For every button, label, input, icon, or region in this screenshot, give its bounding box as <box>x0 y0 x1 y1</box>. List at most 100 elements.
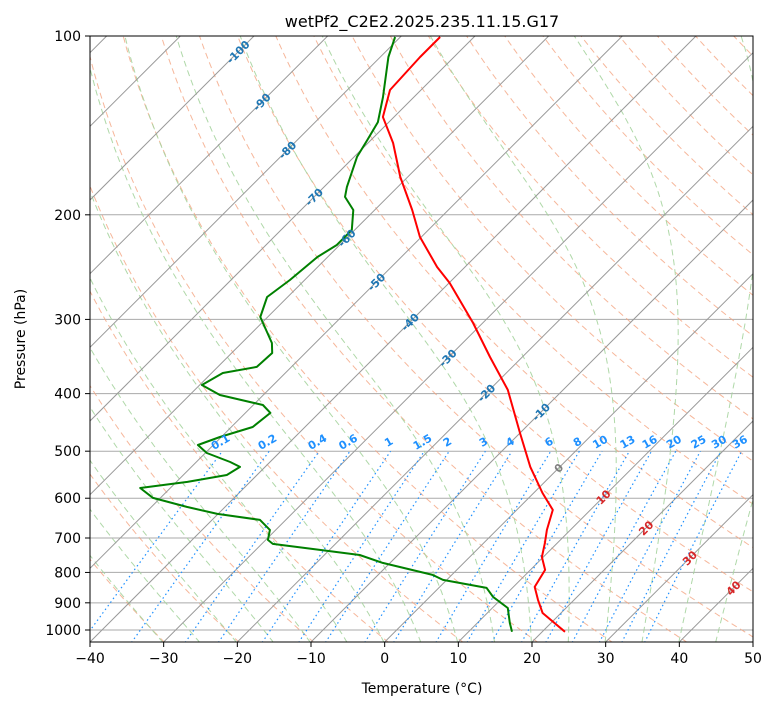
mixing-ratio-line <box>621 450 722 642</box>
mixing-ratio-line <box>218 450 351 642</box>
isotherm-label: 0 <box>552 461 567 476</box>
mixing-ratio-line <box>393 450 513 642</box>
y-tick-label: 1000 <box>45 623 81 639</box>
dry-adiabat <box>618 36 753 176</box>
y-tick-label: 600 <box>54 491 81 507</box>
isotherm <box>90 36 329 275</box>
mixing-ratio-line <box>644 450 743 642</box>
isotherm <box>236 125 753 642</box>
y-tick-label: 700 <box>54 531 81 547</box>
x-axis: −40 −30 −20 −10 0 10 20 30 40 50 <box>75 642 762 667</box>
dry-adiabat <box>466 36 753 337</box>
mixing-ratio-label: 3 <box>477 435 490 450</box>
x-tick-label: 0 <box>380 651 389 667</box>
y-tick-label: 800 <box>54 565 81 581</box>
mixing-ratio-label: 1 <box>382 435 395 450</box>
mixing-ratio-label: 25 <box>689 433 709 452</box>
dry-adiabat <box>542 36 753 256</box>
moist-adiabat <box>429 36 617 642</box>
moist-adiabat <box>321 36 570 642</box>
dry-adiabat <box>351 36 753 462</box>
moist-adiabat <box>90 65 422 642</box>
mixing-ratio-line <box>364 450 486 642</box>
isotherm <box>531 420 753 642</box>
x-tick-label: 10 <box>449 651 467 667</box>
mixing-ratio-line <box>298 450 425 642</box>
moist-adiabat <box>573 36 679 642</box>
isotherm <box>752 641 753 642</box>
dry-adiabat <box>90 54 539 642</box>
mixing-ratio-label: 36 <box>730 433 750 452</box>
isotherm <box>383 272 753 642</box>
mixing-ratio-label: 16 <box>640 433 660 452</box>
x-tick-label: −40 <box>75 651 105 667</box>
dry-adiabat <box>695 36 753 97</box>
moist-adiabat <box>90 406 274 642</box>
x-tick-label: −10 <box>296 651 326 667</box>
dewpoint-profile-line <box>139 36 513 633</box>
temperature-profile-line <box>381 36 566 633</box>
mixing-ratio-line <box>261 450 392 642</box>
x-tick-label: 30 <box>597 651 615 667</box>
isotherm-label: -80 <box>276 138 299 161</box>
plot-frame <box>89 35 754 643</box>
x-tick-label: −30 <box>149 651 179 667</box>
x-tick-label: −20 <box>223 651 253 667</box>
mixing-ratio-label: 2 <box>441 435 454 450</box>
moist-adiabat <box>678 36 753 642</box>
mixing-ratio-line <box>325 450 450 642</box>
dry-adiabat <box>389 36 753 420</box>
moist-adiabat <box>90 190 385 642</box>
y-tick-label: 200 <box>54 208 81 224</box>
mixing-ratio-line <box>598 450 702 642</box>
dry-adiabat <box>313 36 753 505</box>
chart-title: wetPf2_C2E2.2025.235.11.15.G17 <box>285 12 559 32</box>
isotherm <box>310 199 753 642</box>
isotherm <box>604 493 753 642</box>
mixing-ratio-label: 1.5 <box>411 432 434 453</box>
y-tick-label: 500 <box>54 444 81 460</box>
dry-adiabat <box>733 36 753 57</box>
dry-adiabat <box>427 36 753 378</box>
y-tick-label: 900 <box>54 596 81 612</box>
moist-adiabat <box>175 36 496 642</box>
mixing-ratio-line <box>491 450 603 642</box>
moist-adiabat <box>90 459 237 642</box>
isotherm <box>90 36 697 642</box>
mixing-ratio-label: 0.2 <box>256 432 279 453</box>
dry-adiabat <box>275 36 753 549</box>
mixing-ratio-line <box>435 450 552 642</box>
mixing-ratio-line <box>184 450 320 642</box>
moist-adiabat <box>715 497 753 642</box>
mixing-ratio-label: 8 <box>571 435 584 450</box>
dry-adiabat <box>657 36 753 136</box>
dry-adiabat <box>122 36 613 642</box>
x-axis-label: Temperature (°C) <box>361 681 483 697</box>
moist-adiabat <box>239 36 532 642</box>
dry-adiabat <box>237 36 753 593</box>
dry-adiabat <box>90 290 389 642</box>
moist-adiabat <box>90 346 311 642</box>
y-tick-label: 100 <box>54 29 81 45</box>
background-lines <box>90 36 753 642</box>
dry-adiabat <box>90 473 240 642</box>
mixing-ratio-line <box>571 450 677 642</box>
isotherm <box>90 36 402 349</box>
isotherm <box>90 36 623 570</box>
isotherm <box>90 36 255 201</box>
moist-adiabat <box>124 36 459 642</box>
isotherm <box>90 36 476 422</box>
plot-area: 0.1 0.2 0.4 0.6 1 1.5 2 3 4 6 8 10 13 16 20 25 30 36-100-… <box>90 36 753 642</box>
mixing-ratio-label: 10 <box>590 433 610 452</box>
y-tick-label: 400 <box>54 387 81 403</box>
dry-adiabat <box>160 36 688 642</box>
moist-adiabat <box>90 276 348 642</box>
profiles <box>139 36 566 633</box>
dry-adiabat <box>90 184 464 642</box>
mixing-ratio-label: 13 <box>618 433 638 452</box>
isotherm <box>162 51 753 642</box>
mixing-ratio-label: 30 <box>709 433 729 452</box>
moist-adiabat <box>90 508 201 642</box>
isotherm <box>457 346 753 642</box>
